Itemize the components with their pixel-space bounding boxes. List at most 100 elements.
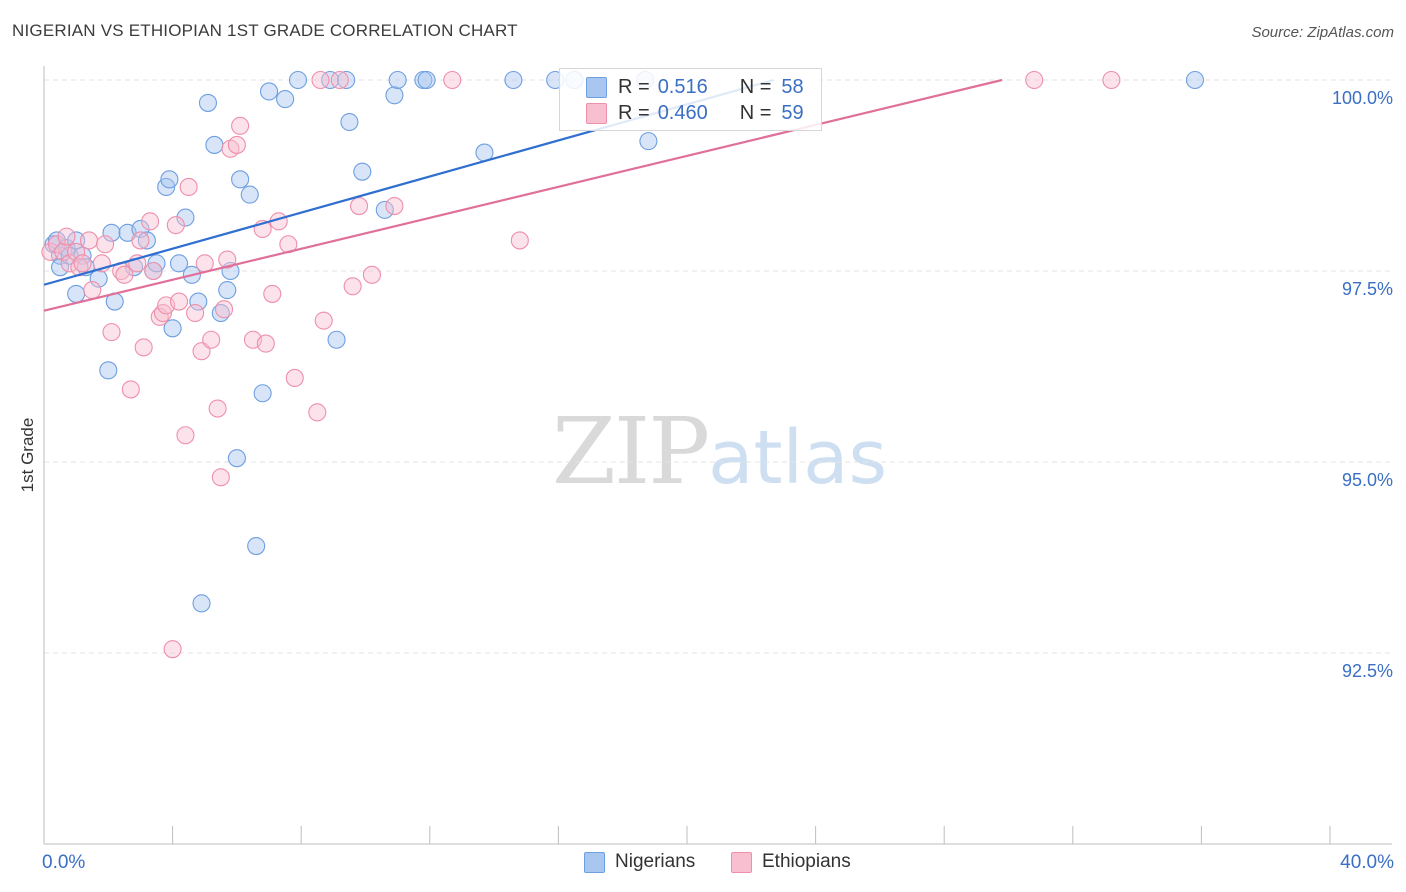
point-nigerians: [205, 135, 224, 154]
point-ethiopians: [60, 254, 79, 273]
point-nigerians: [102, 223, 121, 242]
point-ethiopians: [195, 254, 214, 273]
point-ethiopians: [141, 212, 160, 231]
point-nigerians: [67, 284, 86, 303]
watermark-zip: ZIP: [552, 398, 710, 505]
point-nigerians: [417, 70, 436, 90]
legend-n-label: N =: [739, 101, 772, 124]
point-ethiopians: [83, 281, 102, 300]
point-ethiopians: [57, 227, 76, 246]
point-ethiopians: [96, 235, 115, 254]
point-nigerians: [247, 536, 266, 556]
point-nigerians: [388, 70, 407, 90]
point-ethiopians: [186, 303, 205, 323]
point-nigerians: [99, 361, 118, 380]
legend-row-nigerians: R = 0.516 N = 58: [586, 74, 804, 100]
point-ethiopians: [285, 368, 304, 388]
legend-swatch-nigerians: [586, 76, 607, 98]
series-legend-ethiopians[interactable]: Ethiopians: [731, 851, 851, 873]
point-nigerians: [375, 200, 394, 219]
series-legend-label: Nigerians: [615, 851, 696, 872]
legend-r-value: 0.516: [657, 75, 708, 98]
point-ethiopians: [350, 197, 369, 216]
series-swatch-ethiopians: [731, 851, 752, 873]
series-legend: Nigerians Ethiopians: [0, 851, 1406, 879]
point-ethiopians: [67, 242, 86, 261]
point-nigerians: [163, 319, 182, 338]
legend-r-label: R =: [618, 101, 650, 124]
series-legend-label: Ethiopians: [762, 851, 851, 872]
point-nigerians: [327, 330, 346, 349]
point-ethiopians: [169, 292, 189, 311]
point-ethiopians: [256, 334, 275, 353]
x-axis-max-label: 40.0%: [1340, 852, 1394, 873]
legend-r-label: R =: [618, 75, 650, 98]
point-ethiopians: [510, 231, 529, 250]
point-ethiopians: [202, 330, 221, 349]
point-nigerians: [259, 82, 279, 101]
point-ethiopians: [47, 235, 66, 254]
series-swatch-nigerians: [584, 851, 605, 873]
point-nigerians: [321, 70, 340, 90]
legend-r-value: 0.460: [657, 101, 708, 124]
point-ethiopians: [102, 323, 121, 342]
chart-title: NIGERIAN VS ETHIOPIAN 1ST GRADE CORRELAT…: [12, 21, 518, 40]
point-nigerians: [276, 90, 295, 109]
point-ethiopians: [308, 403, 327, 422]
point-ethiopians: [330, 70, 349, 90]
point-ethiopians: [179, 177, 198, 197]
legend-n-value: 58: [781, 75, 804, 98]
point-ethiopians: [218, 250, 237, 269]
point-ethiopians: [231, 116, 250, 135]
point-ethiopians: [362, 265, 381, 284]
y-tick-label: 100.0%: [1332, 88, 1393, 108]
point-ethiopians: [115, 265, 134, 284]
point-ethiopians: [79, 231, 99, 250]
point-nigerians: [227, 449, 246, 468]
point-nigerians: [176, 208, 195, 227]
point-ethiopians: [163, 640, 182, 659]
point-ethiopians: [385, 197, 404, 216]
point-nigerians: [160, 170, 179, 189]
point-ethiopians: [211, 468, 230, 487]
y-tick-label: 92.5%: [1342, 661, 1393, 681]
point-ethiopians: [1102, 70, 1121, 90]
y-tick-label: 95.0%: [1342, 470, 1393, 490]
point-nigerians: [504, 70, 523, 90]
x-axis-min-label: 0.0%: [42, 852, 86, 873]
point-nigerians: [218, 281, 237, 300]
point-ethiopians: [144, 261, 163, 281]
point-nigerians: [288, 70, 308, 90]
series-legend-nigerians[interactable]: Nigerians: [584, 851, 695, 873]
point-nigerians: [240, 185, 259, 204]
point-nigerians: [639, 132, 658, 151]
point-ethiopians: [311, 70, 330, 90]
point-nigerians: [169, 254, 189, 273]
point-nigerians: [198, 93, 218, 112]
point-nigerians: [47, 231, 66, 250]
legend-n-value: 59: [781, 101, 804, 124]
point-nigerians: [385, 86, 404, 105]
point-ethiopians: [73, 254, 92, 273]
point-nigerians: [137, 231, 156, 250]
point-ethiopians: [443, 70, 462, 90]
point-nigerians: [231, 170, 250, 189]
point-ethiopians: [343, 277, 362, 296]
point-ethiopians: [176, 426, 195, 445]
point-ethiopians: [134, 338, 153, 357]
point-ethiopians: [41, 242, 60, 261]
point-nigerians: [337, 70, 356, 90]
point-nigerians: [353, 162, 372, 181]
point-ethiopians: [1025, 70, 1044, 90]
watermark-atlas: atlas: [708, 415, 887, 501]
point-nigerians: [189, 292, 208, 311]
point-ethiopians: [54, 242, 73, 261]
y-tick-label: 97.5%: [1342, 279, 1393, 299]
point-nigerians: [253, 384, 272, 403]
trendline-ethiopians: [43, 78, 1003, 312]
point-ethiopians: [263, 284, 282, 303]
legend-swatch-ethiopians: [586, 102, 607, 124]
point-ethiopians: [121, 380, 140, 399]
legend-n-label: N =: [739, 75, 772, 98]
